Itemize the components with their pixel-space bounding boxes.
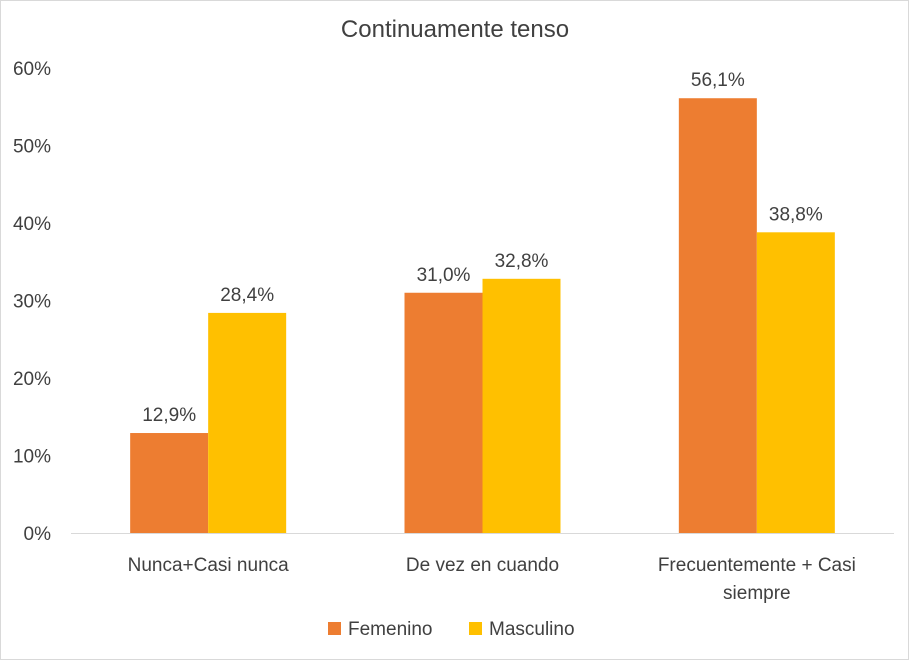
- bars: [130, 98, 835, 534]
- y-tick-label: 0%: [24, 524, 52, 545]
- x-tick-label: siempre: [723, 583, 791, 604]
- bar-masculino: [482, 278, 561, 533]
- x-tick-label: Nunca+Casi nunca: [128, 555, 290, 576]
- y-tick-label: 20%: [13, 369, 51, 390]
- legend-swatch-femenino: [328, 622, 341, 635]
- legend: Femenino Masculino: [328, 619, 575, 640]
- legend-swatch-masculino: [469, 622, 482, 635]
- data-label: 32,8%: [495, 251, 549, 272]
- legend-label-masculino: Masculino: [489, 619, 575, 640]
- bar-masculino: [208, 312, 287, 533]
- y-tick-label: 30%: [13, 292, 51, 313]
- chart-title: Continuamente tenso: [341, 16, 569, 43]
- data-label: 38,8%: [769, 204, 823, 225]
- y-tick-label: 40%: [13, 214, 51, 235]
- bar-femenino: [130, 433, 209, 533]
- data-label: 56,1%: [691, 70, 745, 91]
- bar-femenino: [404, 292, 483, 533]
- y-tick-label: 60%: [13, 59, 51, 80]
- x-axis: Nunca+Casi nunca De vez en cuando Frecuent…: [71, 533, 894, 604]
- data-label: 28,4%: [220, 285, 274, 306]
- data-label: 12,9%: [142, 405, 196, 426]
- bar-femenino: [678, 98, 757, 533]
- bar-masculino: [756, 232, 835, 534]
- x-tick-label: De vez en cuando: [406, 555, 559, 576]
- x-tick-label: Frecuentemente + Casi: [658, 555, 856, 576]
- legend-label-femenino: Femenino: [348, 619, 433, 640]
- y-tick-label: 50%: [13, 137, 51, 158]
- y-tick-label: 10%: [13, 447, 51, 468]
- data-label: 31,0%: [417, 265, 471, 286]
- value-labels: 12,9% 28,4% 31,0% 32,8% 56,1% 38,8%: [142, 70, 823, 426]
- y-axis: 0% 10% 20% 30% 40% 50% 60%: [13, 59, 51, 545]
